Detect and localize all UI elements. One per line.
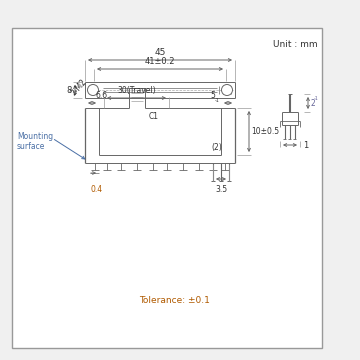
- Text: 6.6: 6.6: [95, 91, 107, 100]
- Text: 5: 5: [211, 91, 215, 100]
- Text: 0.4: 0.4: [90, 185, 102, 194]
- Text: 10±0.5: 10±0.5: [251, 127, 279, 136]
- Text: 2-M2: 2-M2: [69, 77, 89, 97]
- Text: C1: C1: [149, 112, 159, 121]
- Circle shape: [87, 85, 99, 95]
- Text: 30(Travel): 30(Travel): [117, 86, 156, 95]
- Text: 41±0.2: 41±0.2: [145, 57, 175, 66]
- Text: Mounting
surface: Mounting surface: [17, 132, 53, 152]
- Text: -1: -1: [215, 98, 220, 103]
- Text: 8: 8: [67, 86, 72, 95]
- Text: (2): (2): [212, 143, 222, 152]
- Text: Unit : mm: Unit : mm: [273, 40, 318, 49]
- Text: 3.5: 3.5: [215, 185, 227, 194]
- Bar: [12, 28, 322, 348]
- Circle shape: [221, 85, 233, 95]
- Text: Tolerance: ±0.1: Tolerance: ±0.1: [140, 296, 211, 305]
- Text: -1: -1: [314, 96, 319, 101]
- Text: 2: 2: [311, 99, 316, 108]
- Text: 45: 45: [154, 48, 166, 57]
- Text: 1: 1: [303, 140, 308, 149]
